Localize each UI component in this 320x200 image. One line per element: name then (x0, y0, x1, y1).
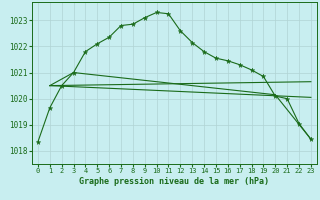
X-axis label: Graphe pression niveau de la mer (hPa): Graphe pression niveau de la mer (hPa) (79, 177, 269, 186)
